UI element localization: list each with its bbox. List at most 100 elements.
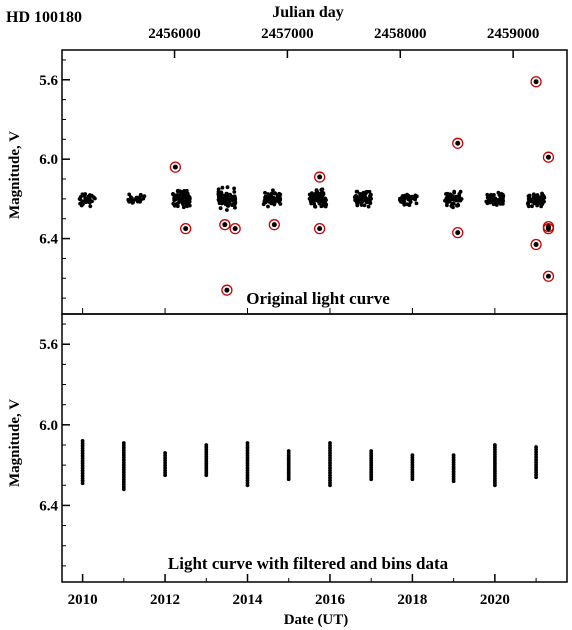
data-point <box>360 196 365 200</box>
top-axis-label: Julian day <box>272 4 344 21</box>
bottom-y-tick-label: 6.0 <box>39 418 58 434</box>
binned-point <box>328 483 332 488</box>
data-point <box>319 187 324 192</box>
data-point <box>357 195 362 200</box>
data-point <box>357 200 362 205</box>
data-point <box>268 194 272 199</box>
data-point <box>362 191 367 196</box>
data-point <box>318 192 322 196</box>
data-point <box>181 195 186 200</box>
data-point <box>501 198 505 203</box>
outlier-circle <box>530 238 542 251</box>
outlier-point <box>183 226 189 232</box>
data-point <box>88 193 92 197</box>
data-point <box>447 197 452 202</box>
data-point <box>227 201 232 205</box>
data-point <box>526 202 530 207</box>
star-title: HD 100180 <box>6 9 82 26</box>
binned-point <box>80 481 85 486</box>
data-point <box>217 201 222 206</box>
bottom-panel-frame <box>61 313 568 583</box>
data-point <box>127 192 132 197</box>
data-point <box>82 193 86 198</box>
data-point <box>413 197 417 202</box>
data-point <box>232 201 237 206</box>
binned-point <box>245 483 250 488</box>
data-point <box>273 196 278 201</box>
top-jd-tick-label: 2459000 <box>487 26 540 42</box>
outlier-circle <box>452 226 464 239</box>
data-point <box>526 197 531 201</box>
x-year-tick-label: 2018 <box>397 592 427 608</box>
x-year-tick-label: 2012 <box>150 592 180 608</box>
top-y-tick-label: 6.0 <box>39 152 58 168</box>
data-point <box>232 190 237 194</box>
data-point <box>128 195 133 200</box>
data-point <box>539 199 543 204</box>
data-point <box>88 204 93 209</box>
data-point <box>310 197 314 202</box>
outlier-circle <box>530 76 542 88</box>
data-point <box>368 193 373 198</box>
outlier-point <box>545 273 551 279</box>
axis-ticks: 2456000 2457000 2458000 2459000 2010 2012 2014… <box>39 26 539 608</box>
outlier-point <box>533 242 539 248</box>
x-year-tick-label: 2020 <box>480 592 510 608</box>
data-point <box>180 190 185 195</box>
data-point <box>405 202 410 207</box>
top-panel-annotation: Original light curve <box>246 289 390 308</box>
outlier-circle <box>169 161 182 173</box>
binned-point <box>410 477 415 482</box>
data-point <box>496 190 501 195</box>
data-point <box>402 202 407 207</box>
x-year-tick-label: 2014 <box>233 592 264 608</box>
data-point <box>264 198 268 203</box>
data-point <box>409 196 413 201</box>
data-point <box>171 192 175 196</box>
binned-point <box>121 487 126 492</box>
data-point <box>445 191 450 196</box>
outlier-circle <box>221 284 233 296</box>
data-point <box>269 201 274 206</box>
data-point <box>138 192 143 197</box>
outlier-circle <box>314 222 326 235</box>
outlier-point <box>455 230 461 236</box>
data-point <box>313 204 318 209</box>
data-point <box>362 203 367 208</box>
data-point <box>175 204 180 209</box>
outlier-point <box>533 79 539 85</box>
binned-point <box>369 477 374 482</box>
data-point <box>91 195 96 200</box>
data-point <box>498 202 503 206</box>
data-point <box>485 201 490 206</box>
outlier-point <box>317 226 323 232</box>
data-point <box>223 201 228 206</box>
data-point <box>126 198 131 203</box>
data-point <box>493 196 498 201</box>
data-point <box>445 203 449 208</box>
binned-point <box>451 479 456 484</box>
data-point <box>535 203 539 208</box>
data-point <box>541 193 546 198</box>
outlier-point <box>317 174 323 180</box>
outlier-circle <box>542 270 555 282</box>
top-jd-tick-label: 2458000 <box>374 26 427 42</box>
data-point <box>137 198 142 203</box>
binned-point <box>163 473 168 478</box>
data-point <box>78 201 82 206</box>
data-point <box>499 192 504 196</box>
data-point <box>271 188 275 193</box>
bottom-x-axis-label: Date (UT) <box>284 612 349 628</box>
data-point <box>225 192 229 196</box>
outlier-circle <box>229 222 241 235</box>
data-point <box>183 200 188 205</box>
outlier-circle <box>314 171 326 183</box>
data-point <box>226 204 231 208</box>
binned-point <box>534 465 538 469</box>
data-point <box>319 204 324 209</box>
data-point <box>225 185 230 190</box>
x-year-tick-label: 2016 <box>315 592 346 608</box>
data-point <box>173 197 178 202</box>
data-point <box>365 197 370 201</box>
